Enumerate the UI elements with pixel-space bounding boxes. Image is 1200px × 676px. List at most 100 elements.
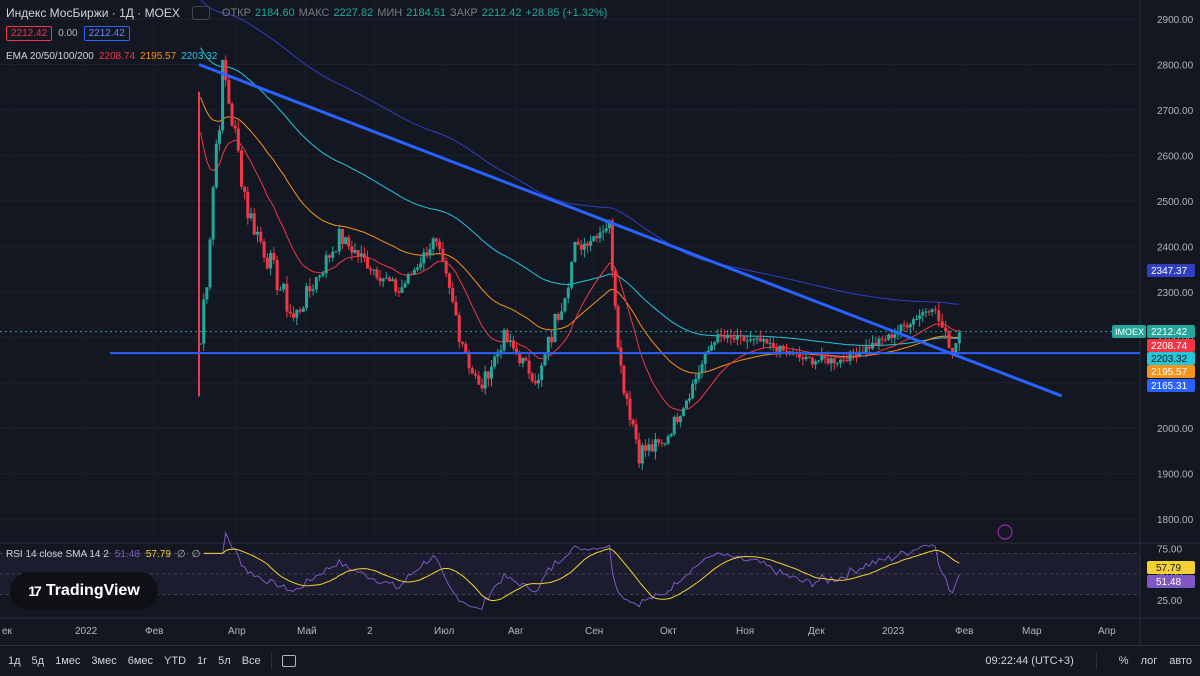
percent-toggle[interactable]: %: [1118, 655, 1129, 667]
candle-body: [540, 365, 544, 380]
order-panel: 2212.42 0.00 2212.42: [6, 26, 130, 41]
rsi-tick-label: 75.00: [1157, 544, 1182, 555]
candle-body: [406, 274, 410, 284]
price-tick-label: 2000.00: [1157, 424, 1194, 435]
candle-body: [422, 252, 426, 264]
bottom-toolbar: 1д 5д 1мес 3мес 6мес YTD 1г 5л Все 09:22:44 (UTC…: [0, 645, 1200, 676]
time-tick-label: Май: [297, 626, 317, 637]
candle-body: [457, 315, 461, 342]
high-value: 2227.82: [333, 7, 374, 19]
candle-body: [324, 255, 328, 274]
candle-body: [883, 339, 887, 341]
candle-body: [814, 361, 818, 365]
timeframe-3[interactable]: 3мес: [91, 655, 117, 667]
timeframe-buttons: 1д 5д 1мес 3мес 6мес YTD 1г 5л Все: [8, 655, 261, 667]
candle-body: [391, 279, 395, 282]
time-tick-label: Апр: [228, 626, 246, 637]
timeframe-8[interactable]: Все: [241, 655, 261, 667]
candle-body: [305, 286, 309, 309]
candle-body: [530, 373, 534, 382]
candle-body: [933, 309, 937, 311]
price-tick-label: 2900.00: [1157, 15, 1194, 26]
candle-body: [755, 338, 759, 340]
timeframe-6[interactable]: 1г: [197, 655, 208, 667]
candle-body: [208, 239, 212, 288]
sell-button[interactable]: 2212.42: [6, 26, 53, 41]
candle-body: [716, 334, 720, 343]
candle-body: [871, 342, 875, 349]
time-tick-label: Фев: [145, 626, 163, 637]
grid: [0, 0, 1200, 645]
candle-body: [681, 408, 685, 417]
candle-body: [454, 301, 458, 316]
candle-body: [543, 354, 547, 366]
price-tick-label: 2600.00: [1157, 151, 1194, 162]
candle-body: [570, 261, 574, 288]
buy-button[interactable]: 2212.42: [83, 26, 130, 41]
candle-body: [650, 444, 654, 452]
clock[interactable]: 09:22:44 (UTC+3): [985, 655, 1074, 667]
candle-body: [464, 343, 468, 354]
ema200-path: [200, 0, 960, 305]
candle-body: [533, 381, 537, 384]
candle-body: [957, 332, 961, 344]
time-tick-label: Сен: [585, 626, 603, 637]
candle-body: [331, 251, 335, 258]
time-tick-label: Окт: [660, 626, 677, 637]
candle-body: [742, 336, 746, 341]
candle-body: [470, 368, 474, 374]
auto-toggle[interactable]: авто: [1169, 655, 1192, 667]
candle-body: [706, 350, 710, 353]
time-tick-label: 2022: [75, 626, 98, 637]
time-tick-label: Июл: [434, 626, 454, 637]
open-value: 2184.60: [254, 7, 295, 19]
price-chart[interactable]: 1800.001900.002000.002100.002200.002300.…: [0, 0, 1200, 645]
drawings[interactable]: [0, 63, 1140, 540]
timeframe-0[interactable]: 1д: [8, 655, 21, 667]
candle-body: [236, 128, 240, 151]
time-tick-label: 2: [367, 626, 373, 637]
candle-body: [347, 237, 351, 247]
tradingview-logo[interactable]: 17 TradingView: [10, 572, 158, 610]
candle-body: [353, 250, 357, 253]
timeframe-2[interactable]: 1мес: [55, 655, 81, 667]
ema100-path: [200, 47, 960, 347]
candle-body: [807, 356, 811, 358]
open-label: ОТКР: [221, 7, 251, 19]
candle-body: [940, 321, 944, 328]
symbol-title[interactable]: Индекс МосБиржи · 1Д · MOEX: [6, 6, 180, 20]
candle-body: [644, 445, 648, 451]
close-value: 2212.42: [481, 7, 522, 19]
candle-body: [944, 327, 948, 332]
candle-body: [291, 313, 295, 318]
candle-body: [298, 309, 302, 312]
rsi-tick-label: 25.00: [1157, 596, 1182, 607]
eye-icon[interactable]: [191, 6, 210, 20]
candle-body: [713, 342, 717, 346]
candle-body: [375, 269, 379, 278]
candle-body: [536, 379, 540, 384]
price-label: 2195.57: [1151, 367, 1188, 378]
candle-body: [924, 311, 928, 313]
timeframe-7[interactable]: 5л: [218, 655, 231, 667]
timeframe-1[interactable]: 5д: [31, 655, 45, 667]
candle-body: [239, 150, 243, 187]
candle-body: [496, 351, 500, 357]
candle-body: [950, 347, 954, 353]
timeframe-4[interactable]: 6мес: [127, 655, 154, 667]
candle-body: [288, 311, 292, 314]
candle-body: [918, 315, 922, 320]
symbol-tag-box: [1112, 325, 1146, 338]
log-toggle[interactable]: лог: [1140, 655, 1158, 667]
candle-body: [694, 379, 698, 384]
low-label: МИН: [377, 7, 403, 19]
candle-body: [619, 347, 623, 366]
rsi-label-box: [1147, 575, 1195, 588]
candle-body: [243, 186, 247, 192]
rsi-legend[interactable]: RSI 14 close SMA 14 2 51.48 57.79 ∅ ∅: [6, 549, 200, 560]
timeframe-5[interactable]: YTD: [164, 655, 187, 667]
candle-body: [775, 347, 779, 352]
ema-legend[interactable]: EMA 20/50/100/200 2208.74 2195.57 2203.3…: [6, 51, 222, 62]
rsi-sma-line: [203, 548, 960, 601]
date-range-icon[interactable]: [281, 655, 296, 667]
